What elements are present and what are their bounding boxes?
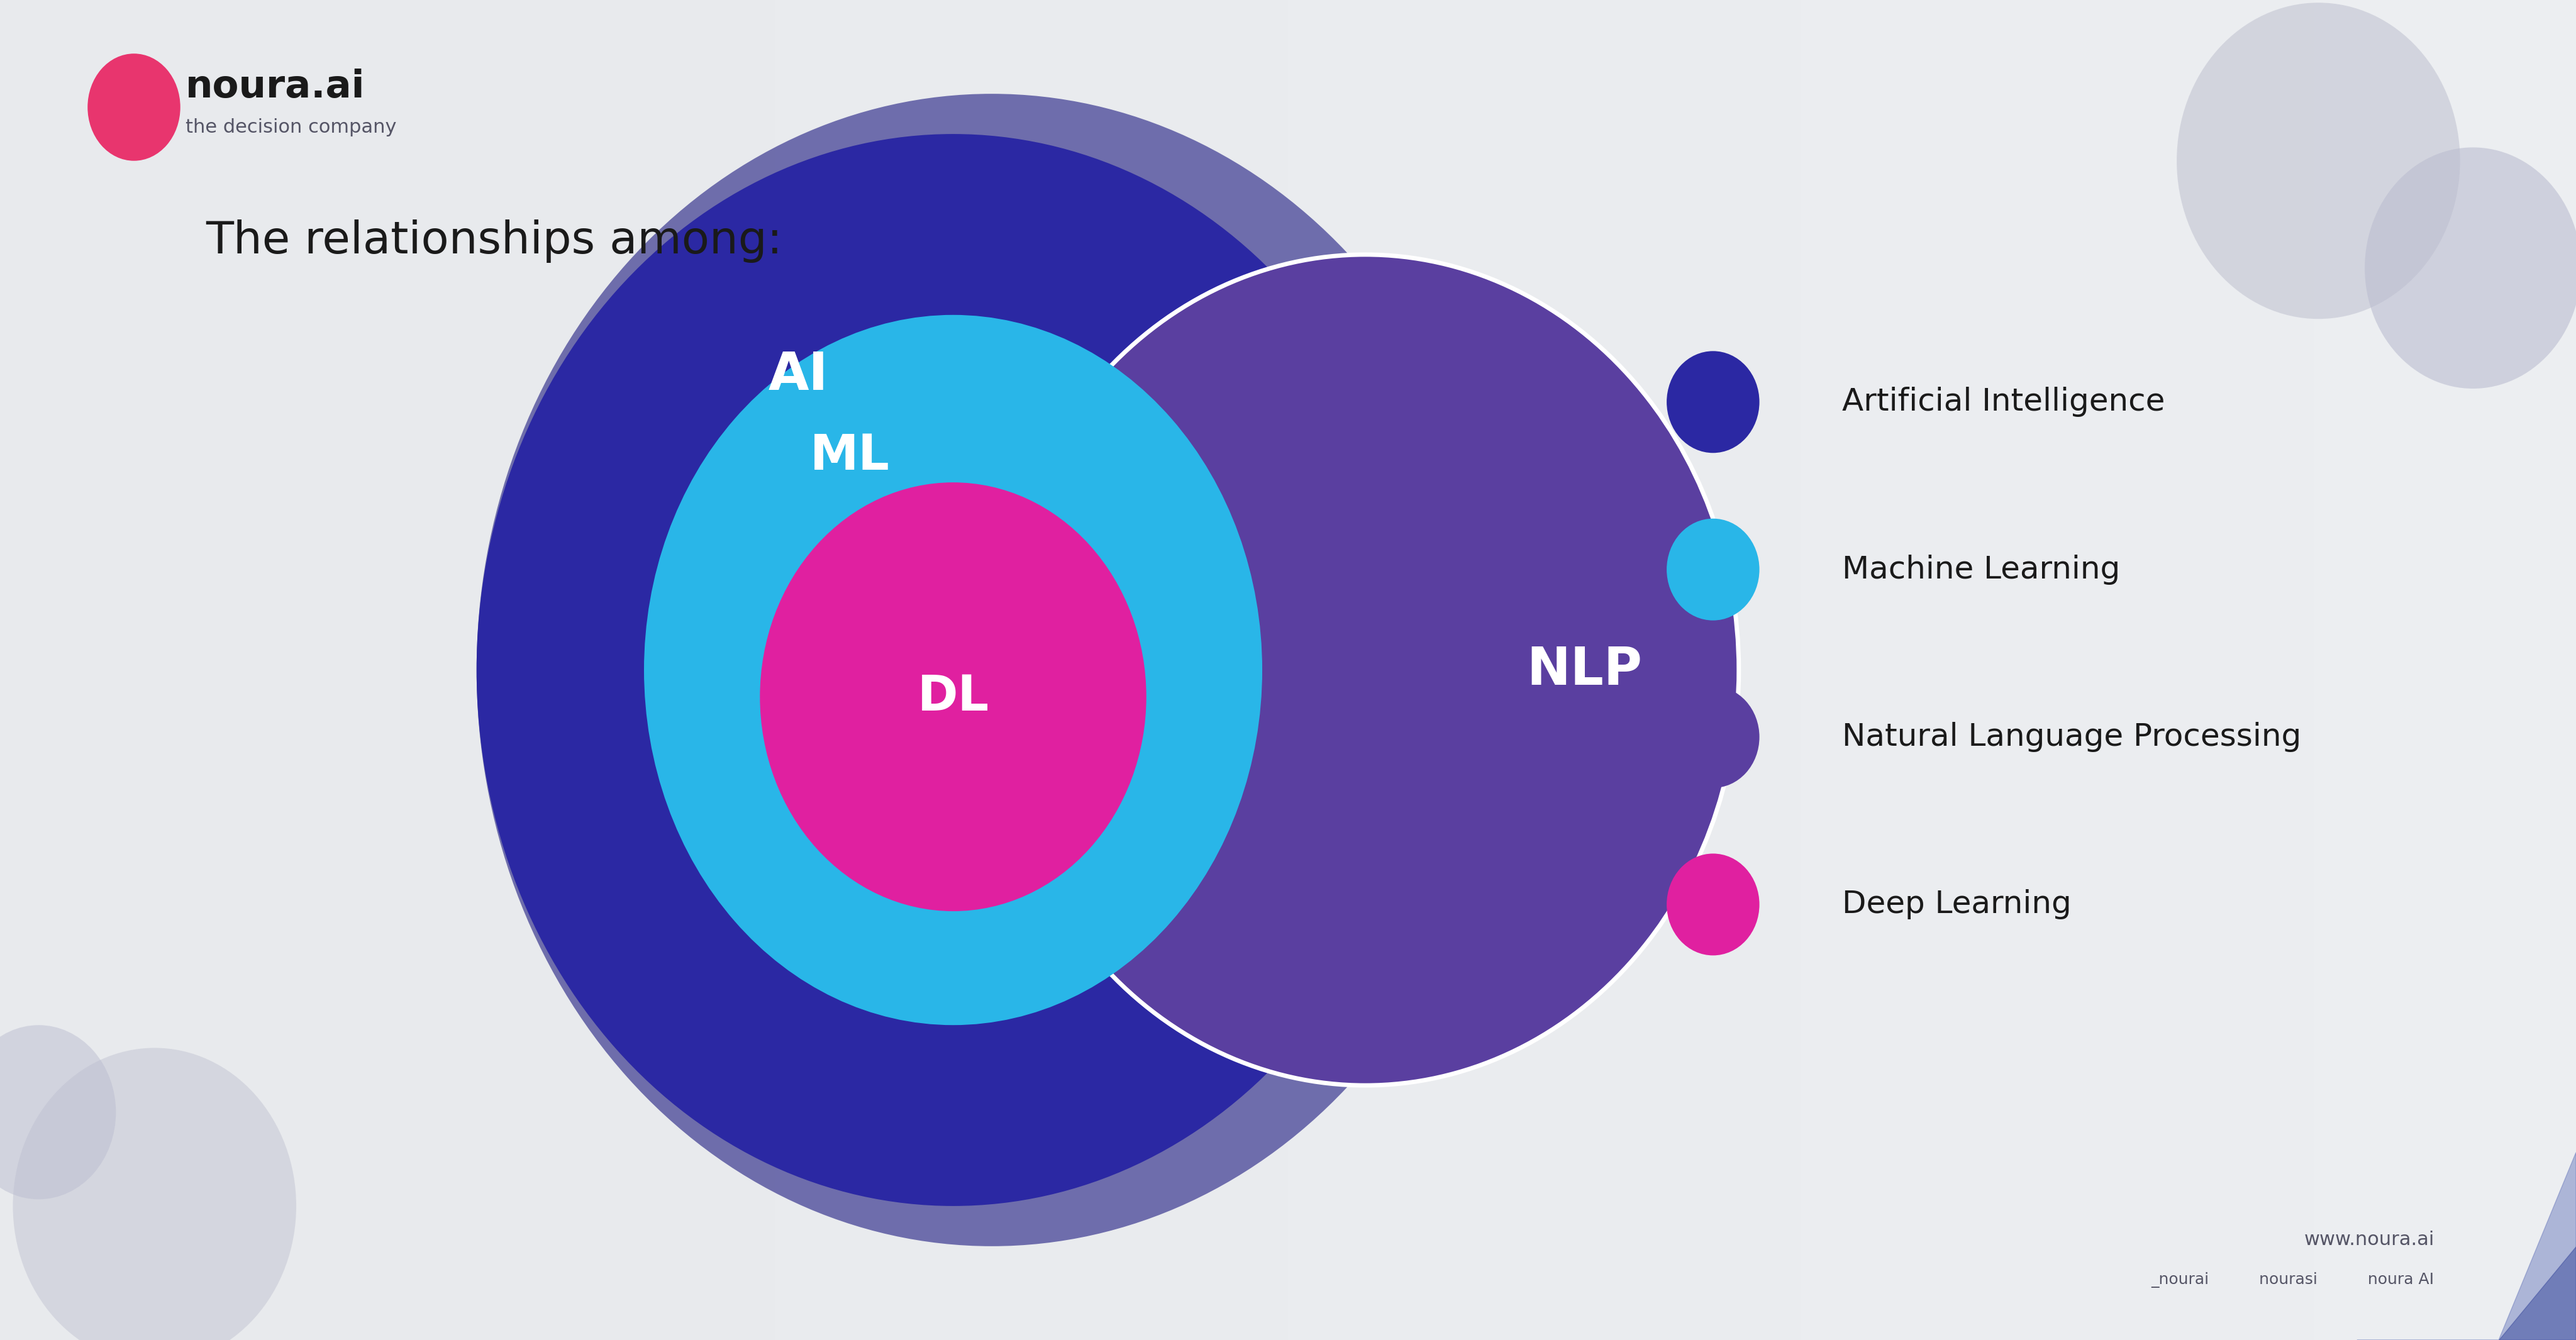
Text: noura.ai: noura.ai (185, 68, 366, 106)
Ellipse shape (1667, 519, 1759, 620)
Text: Natural Language Processing: Natural Language Processing (1842, 722, 2300, 752)
Text: AI: AI (768, 350, 829, 401)
Ellipse shape (1667, 351, 1759, 453)
Text: Machine Learning: Machine Learning (1842, 555, 2120, 584)
Text: NLP: NLP (1528, 645, 1641, 695)
Ellipse shape (1667, 686, 1759, 788)
Ellipse shape (0, 1025, 116, 1199)
Text: Deep Learning: Deep Learning (1842, 890, 2071, 919)
Text: ML: ML (811, 431, 889, 480)
Polygon shape (2357, 1152, 2576, 1340)
Text: DL: DL (917, 673, 989, 721)
Text: www.noura.ai: www.noura.ai (2303, 1230, 2434, 1249)
Ellipse shape (477, 94, 1507, 1246)
Text: Artificial Intelligence: Artificial Intelligence (1842, 387, 2164, 417)
Text: the decision company: the decision company (185, 118, 397, 137)
Ellipse shape (760, 482, 1146, 911)
Ellipse shape (13, 1048, 296, 1340)
Ellipse shape (992, 255, 1739, 1085)
Ellipse shape (644, 315, 1262, 1025)
Ellipse shape (477, 134, 1430, 1206)
Ellipse shape (1667, 854, 1759, 955)
Ellipse shape (2177, 3, 2460, 319)
Polygon shape (2499, 1246, 2576, 1340)
Text: _nourai          nourasi          noura AI: _nourai nourasi noura AI (2151, 1272, 2434, 1288)
Ellipse shape (88, 54, 180, 161)
Text: The relationships among:: The relationships among: (206, 220, 783, 263)
Ellipse shape (2365, 147, 2576, 389)
